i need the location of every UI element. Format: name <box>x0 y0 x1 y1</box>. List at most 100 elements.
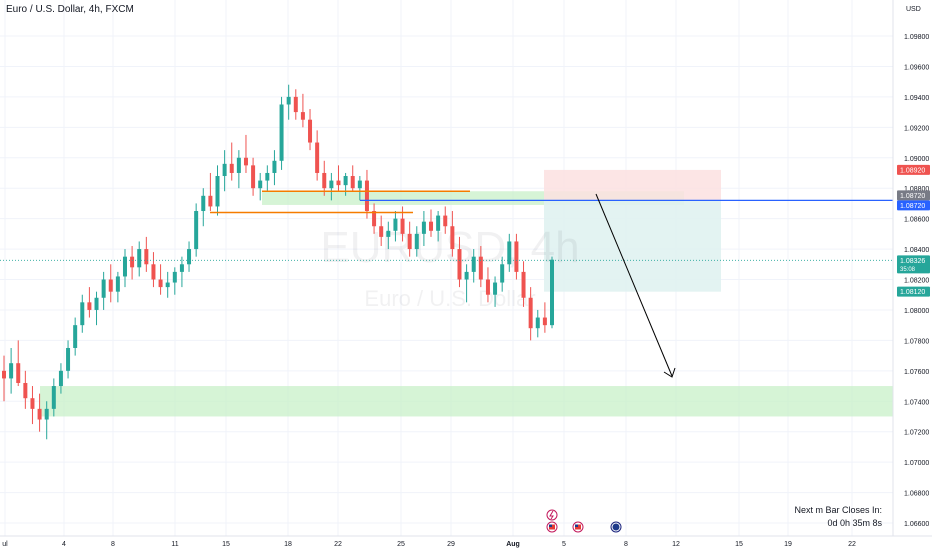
price-tick-label: 1.08200 <box>904 278 929 285</box>
candle-body <box>201 195 206 212</box>
time-tick-label: 25 <box>397 541 405 548</box>
candle-body <box>208 195 213 207</box>
candle-body <box>386 230 391 237</box>
candle-body <box>464 271 469 280</box>
candle-body <box>87 302 92 310</box>
candle-body <box>236 157 241 173</box>
candle-body <box>485 279 490 295</box>
price-tick-label: 1.09000 <box>904 156 929 163</box>
candle-body <box>521 271 526 298</box>
candle-body <box>493 282 498 295</box>
price-label-box <box>897 286 930 297</box>
candle-body <box>258 180 263 189</box>
price-tick-label: 1.08400 <box>904 247 929 254</box>
candle-body <box>108 279 113 292</box>
candle-body <box>364 180 369 212</box>
candle-body <box>457 249 462 280</box>
candle-body <box>286 96 291 105</box>
next-bar-time: 0d 0h 35m 8s <box>827 518 882 528</box>
candle-body <box>279 104 284 161</box>
time-tick-label: 18 <box>284 541 292 548</box>
price-label-entry_grey: 1.08720 <box>900 193 925 200</box>
candle-body <box>542 317 547 326</box>
time-tick-label: 11 <box>171 541 178 548</box>
candle-body <box>308 119 313 143</box>
price-tick-label: 1.06800 <box>904 491 929 498</box>
time-tick-label: 8 <box>624 541 628 548</box>
price-label-countdown: 35:08 <box>900 267 916 273</box>
candle-body <box>414 233 419 250</box>
price-label-box <box>897 164 930 175</box>
projection-arrow <box>595 193 673 377</box>
candle-body <box>2 370 6 379</box>
candle-body <box>379 226 384 237</box>
candle-body <box>215 176 220 207</box>
candle-body <box>243 157 248 166</box>
candle-body <box>507 241 512 265</box>
candle-body <box>272 160 277 173</box>
candle-body <box>329 180 334 189</box>
candle-body <box>9 363 14 379</box>
candle-body <box>151 264 156 280</box>
event-icon-eu[interactable] <box>610 521 622 533</box>
price-tick-label: 1.09800 <box>904 34 929 41</box>
candle-body <box>315 142 320 173</box>
watermark-symbol: EURUSD, 4h <box>320 223 579 272</box>
candle-body <box>137 249 142 268</box>
candle-body <box>165 282 170 288</box>
price-tick-label: 1.07400 <box>904 399 929 406</box>
time-tick-label: 15 <box>222 541 230 548</box>
candle-body <box>94 297 99 310</box>
event-icon-us-flag-1[interactable] <box>546 521 558 533</box>
candle-body <box>514 241 519 272</box>
candle-body <box>30 398 35 409</box>
demand-zone <box>40 386 893 417</box>
candle-body <box>421 221 426 234</box>
candle-body <box>194 211 199 250</box>
event-icon-flash[interactable] <box>546 509 558 521</box>
candle-body <box>251 165 256 189</box>
candle-body <box>229 163 234 173</box>
price-axis[interactable]: USD 1.09800 1.09600 1.09400 1.09200 1.09000 1.… <box>892 0 930 536</box>
price-tick-label: 1.07200 <box>904 430 929 437</box>
projection-arrow-head <box>663 367 676 378</box>
price-tick-label: 1.06600 <box>904 521 929 528</box>
candle-body <box>115 276 120 292</box>
candle-body <box>372 211 377 227</box>
time-tick-label: 22 <box>334 541 342 548</box>
candle-body <box>179 264 184 272</box>
candle-body <box>58 370 63 387</box>
candle-body <box>158 279 163 288</box>
price-tick-label: 1.09600 <box>904 64 929 71</box>
time-tick-label: ul <box>2 541 8 548</box>
candle-body <box>51 386 56 409</box>
time-tick-label: 8 <box>111 541 115 548</box>
candle-body <box>443 215 448 227</box>
candle-body <box>172 271 177 283</box>
candle-body <box>101 279 106 298</box>
candle-body <box>293 96 298 113</box>
event-icons[interactable] <box>546 509 622 533</box>
time-tick-label: 19 <box>784 541 792 548</box>
price-tick-label: 1.09200 <box>904 125 929 132</box>
price-label-entry: 1.08720 <box>900 203 925 210</box>
event-icon-us-flag-2[interactable] <box>572 521 584 533</box>
price-label-current: 1.08326 <box>900 258 925 265</box>
price-label-box <box>897 255 930 274</box>
time-tick-label: Aug <box>506 541 520 548</box>
price-tick-label: 1.08000 <box>904 308 929 315</box>
candle-body <box>16 363 21 383</box>
watermark-name: Euro / U.S. Dollar <box>364 286 535 311</box>
price-tick-label: 1.07000 <box>904 460 929 467</box>
candles <box>2 84 554 440</box>
candle-body <box>350 176 355 189</box>
candle-body <box>80 302 85 326</box>
next-bar-countdown: Next m Bar Closes In: 0d 0h 35m 8s <box>794 504 882 530</box>
candle-body <box>429 221 434 231</box>
candle-body <box>393 218 398 231</box>
time-axis[interactable]: ul 4 8 11 15 18 22 25 29 Aug 5 8 12 15 19 22 <box>0 535 932 548</box>
candle-body <box>23 382 28 399</box>
candle-body <box>144 249 149 265</box>
candle-body <box>44 408 49 420</box>
